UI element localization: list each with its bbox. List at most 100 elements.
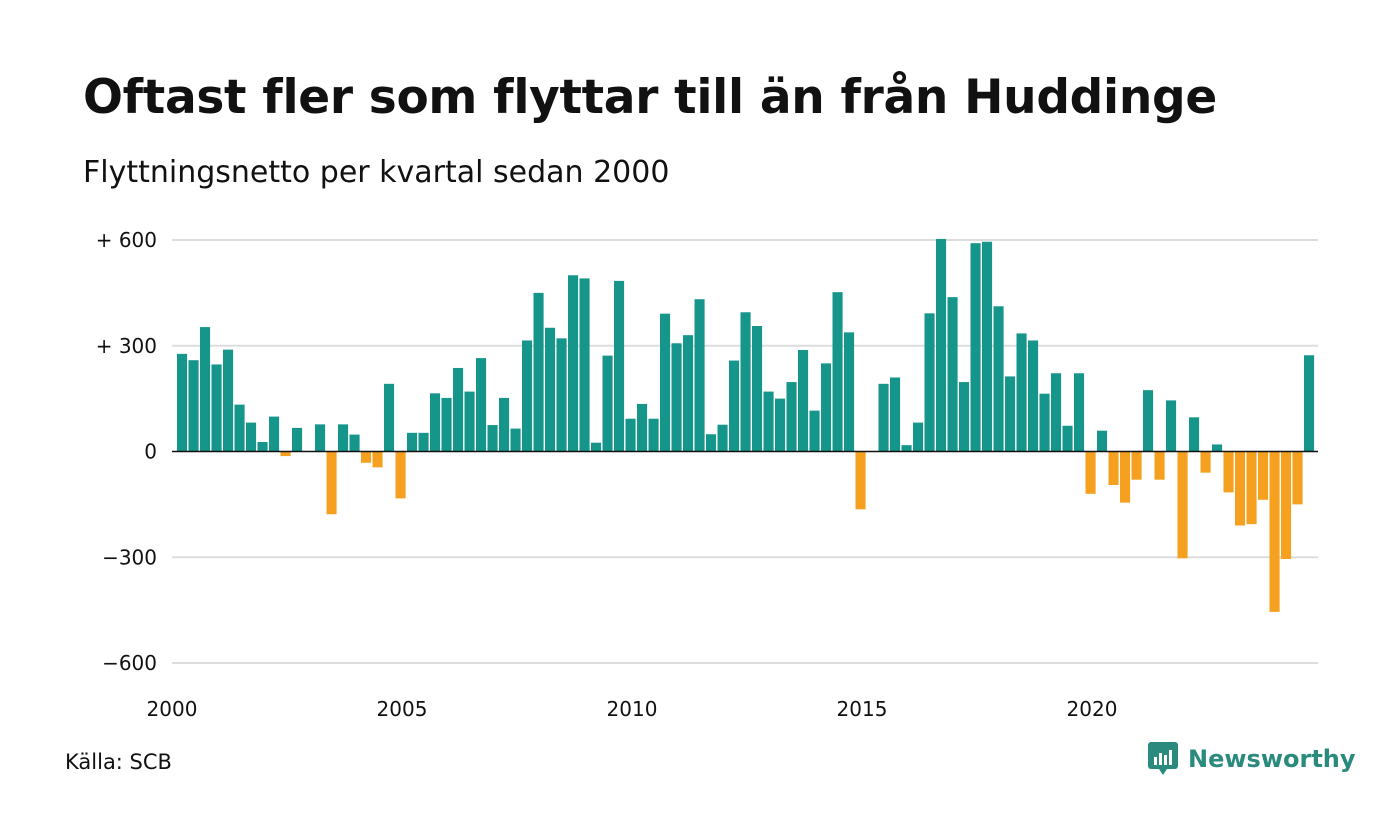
bar <box>361 451 372 463</box>
bar <box>1269 451 1280 612</box>
bar <box>1051 373 1062 452</box>
bar <box>430 393 441 452</box>
bar <box>1039 393 1050 452</box>
bar <box>1085 451 1096 494</box>
bar <box>372 451 383 468</box>
bars <box>177 238 1315 612</box>
y-axis-ticks: + 600 + 300 0 −300 −600 <box>96 228 157 675</box>
bar <box>763 391 774 452</box>
gridlines <box>172 239 1318 664</box>
bar <box>1062 425 1073 452</box>
bar <box>1246 451 1257 525</box>
source-note: Källa: SCB <box>65 750 172 774</box>
bar <box>464 391 475 452</box>
bar <box>1074 373 1085 452</box>
x-tick-label: 2000 <box>147 697 198 721</box>
bar <box>269 416 280 452</box>
chart-title: Oftast fler som flyttar till än från Hud… <box>83 70 1217 125</box>
bar <box>740 312 751 452</box>
bar <box>878 383 889 452</box>
brand-logo: Newsworthy <box>1148 742 1356 776</box>
bar <box>683 335 694 452</box>
bar <box>177 353 188 452</box>
bar <box>1189 417 1200 452</box>
bar <box>211 364 222 452</box>
bar <box>775 398 786 452</box>
bar <box>499 397 510 452</box>
bar <box>786 382 797 452</box>
bar <box>395 451 406 499</box>
x-axis-ticks: 2000 2005 2010 2015 2020 <box>147 697 1118 721</box>
bar <box>947 297 958 452</box>
bar <box>602 355 613 452</box>
bar <box>533 292 544 452</box>
newsworthy-logo-icon <box>1148 742 1178 775</box>
bar <box>280 451 291 457</box>
bar <box>234 404 245 452</box>
bar <box>1097 430 1108 452</box>
bar <box>1166 400 1177 452</box>
bar <box>890 377 901 452</box>
bar <box>591 442 602 452</box>
bar <box>706 434 717 452</box>
bar <box>844 332 855 452</box>
y-tick-label: −300 <box>102 545 157 569</box>
bar <box>1304 355 1315 452</box>
bar <box>1212 444 1223 452</box>
bar <box>246 422 257 452</box>
bar <box>1235 451 1246 526</box>
bar <box>1223 451 1234 493</box>
chart-subtitle: Flyttningsnetto per kvartal sedan 2000 <box>83 155 670 190</box>
bar <box>614 280 625 452</box>
bar <box>729 360 740 452</box>
bar <box>188 360 199 452</box>
y-tick-label: + 300 <box>96 334 157 358</box>
y-tick-label: −600 <box>102 651 157 675</box>
bar <box>1258 451 1269 500</box>
bar <box>407 432 418 452</box>
bar <box>441 397 452 452</box>
bar <box>660 313 671 452</box>
bar <box>579 278 590 452</box>
bar <box>936 238 947 452</box>
bar <box>625 418 636 452</box>
bar <box>326 451 337 515</box>
bar <box>752 326 763 452</box>
bar <box>798 349 809 452</box>
bar <box>1154 451 1165 480</box>
bar <box>637 403 648 452</box>
bar <box>510 428 521 452</box>
bar <box>487 425 498 452</box>
bar <box>694 299 705 452</box>
bar <box>522 340 533 452</box>
x-tick-label: 2020 <box>1067 697 1118 721</box>
bar <box>1120 451 1131 503</box>
bar <box>832 292 843 452</box>
bar <box>1292 451 1303 505</box>
bar <box>384 383 395 452</box>
bar <box>809 410 820 452</box>
x-tick-label: 2005 <box>377 697 428 721</box>
bar <box>568 275 579 452</box>
bar <box>1143 390 1154 452</box>
bar <box>453 367 464 452</box>
bar <box>200 327 211 452</box>
bar <box>959 382 970 452</box>
bar <box>648 418 659 452</box>
bar <box>476 358 487 452</box>
bar <box>924 313 935 452</box>
bar <box>993 306 1004 452</box>
bar <box>821 363 832 452</box>
bar <box>1177 451 1188 559</box>
y-tick-label: + 600 <box>96 228 157 252</box>
bar <box>1131 451 1142 480</box>
x-tick-label: 2010 <box>607 697 658 721</box>
bar <box>418 432 429 452</box>
bar <box>1108 451 1119 485</box>
bar <box>556 338 567 452</box>
bar <box>1281 451 1292 560</box>
bar <box>1200 451 1211 473</box>
bar <box>338 424 349 452</box>
bar <box>717 424 728 452</box>
